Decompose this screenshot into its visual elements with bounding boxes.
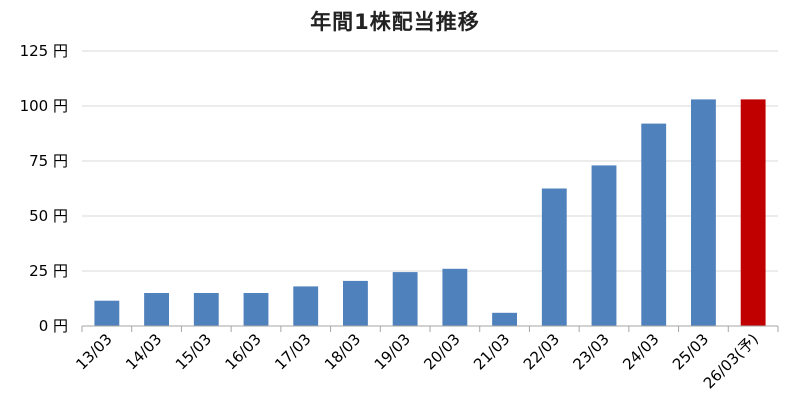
x-tick-label: 15/03	[172, 330, 215, 373]
y-tick-label: 25 円	[29, 262, 68, 280]
bar	[193, 293, 219, 326]
bar	[691, 99, 716, 327]
gridlines	[82, 50, 778, 272]
bar	[392, 272, 418, 326]
x-tick-label: 20/03	[420, 330, 463, 373]
x-tick-label: 25/03	[669, 330, 712, 373]
y-axis-tick-labels: 0 円 25 円 50 円 75 円 100 円 125 円	[20, 42, 68, 335]
y-tick-label: 125 円	[20, 42, 68, 60]
x-tick-label: 23/03	[570, 330, 613, 373]
forecast-bar	[740, 99, 766, 327]
x-tick-label: 17/03	[271, 330, 314, 373]
bar	[293, 286, 319, 326]
bar	[144, 293, 169, 326]
x-axis-tick-labels: 13/03 14/03 15/03 16/03 17/03 18/03 19/03 20/03…	[72, 330, 762, 392]
bar	[243, 293, 269, 326]
bar	[442, 268, 468, 326]
x-tick-label: 22/03	[520, 330, 563, 373]
x-tick-label: 19/03	[371, 330, 414, 373]
x-tick-label: 26/03(予)	[700, 330, 762, 392]
x-tick-label: 18/03	[321, 330, 364, 373]
bars	[94, 99, 766, 327]
bar	[343, 280, 368, 326]
bar	[492, 312, 517, 326]
x-tick-label: 24/03	[619, 330, 662, 373]
x-tick-label: 14/03	[122, 330, 165, 373]
chart-title: 年間1株配当推移	[310, 10, 480, 34]
y-tick-label: 75 円	[29, 152, 68, 170]
bar	[591, 165, 617, 326]
x-tick-label: 13/03	[72, 330, 115, 373]
bar	[94, 300, 120, 326]
x-tick-label: 21/03	[470, 330, 513, 373]
bar	[541, 188, 567, 326]
x-axis	[81, 325, 779, 332]
y-tick-label: 50 円	[29, 207, 68, 225]
y-tick-label: 100 円	[20, 97, 68, 115]
bar	[641, 123, 667, 326]
x-tick-label: 16/03	[222, 330, 265, 373]
y-tick-label: 0 円	[39, 317, 68, 335]
